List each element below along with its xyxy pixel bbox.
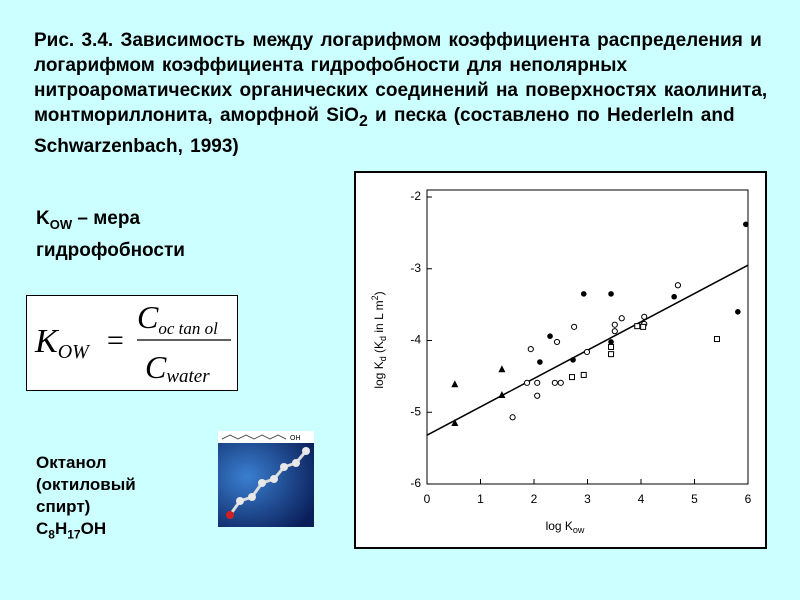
point — [568, 374, 575, 381]
point — [523, 379, 531, 386]
point — [634, 323, 641, 330]
point — [537, 359, 543, 365]
point — [618, 315, 625, 322]
f-part: H — [54, 519, 68, 538]
point — [451, 419, 459, 427]
point — [553, 338, 561, 346]
num: C — [137, 299, 159, 335]
f-sub: 8 — [48, 527, 55, 542]
point — [570, 357, 576, 363]
f-sub: 17 — [67, 527, 81, 542]
point — [611, 321, 618, 328]
formula-lhs: KOW — [34, 323, 91, 363]
y-label-sub: d — [378, 336, 388, 341]
kow-sub: OW — [49, 216, 73, 232]
f-part: OH — [80, 519, 107, 538]
formula-den: Cwater — [145, 349, 210, 387]
x-label-main: log K — [546, 519, 573, 533]
y-label-text: (K — [372, 341, 386, 356]
point — [571, 323, 578, 330]
x-label-sub: ow — [573, 525, 585, 535]
point — [671, 293, 677, 300]
formula-eq: = — [105, 324, 125, 357]
x-tick-label: 5 — [691, 492, 698, 506]
point — [527, 346, 534, 353]
point — [534, 392, 541, 399]
point — [674, 282, 682, 289]
point — [608, 339, 614, 345]
point — [608, 291, 614, 297]
x-tick-label: 4 — [638, 492, 645, 506]
point — [641, 313, 648, 320]
point — [611, 328, 618, 335]
y-label-main: log K — [372, 361, 386, 388]
y-tick-label: -3 — [410, 261, 421, 275]
lhs: K — [34, 323, 60, 360]
kow-note: KOW – мера гидрофобности — [36, 206, 236, 264]
x-tick-label: 6 — [745, 492, 752, 506]
formula-box: KOW = Coc tan ol Cwater — [26, 295, 238, 391]
point — [534, 379, 541, 386]
octanol-image: OH — [218, 431, 314, 527]
y-tick-label: -5 — [410, 404, 421, 418]
x-tick-label: 0 — [424, 492, 431, 506]
num-sub: oc tan ol — [158, 319, 218, 338]
point — [580, 371, 587, 378]
octanol-note: Октанол (октиловый спирт) C8H17OH — [36, 452, 176, 545]
point — [640, 323, 647, 330]
point — [498, 365, 506, 373]
skeletal-formula — [221, 434, 287, 440]
kow-k: K — [36, 208, 50, 229]
point — [551, 379, 558, 386]
octanol-name: Октанол (октиловый спирт) — [36, 453, 136, 516]
y-label-text: in L m — [372, 300, 386, 336]
formula-num: Coc tan ol — [137, 299, 218, 338]
point — [580, 291, 587, 297]
point — [547, 333, 553, 339]
f-part: C — [36, 519, 49, 538]
x-tick-label: 2 — [531, 492, 538, 506]
x-tick-label: 1 — [477, 492, 484, 506]
formula: KOW = Coc tan ol Cwater — [34, 299, 231, 387]
molecule-atoms — [236, 447, 310, 505]
point — [557, 379, 564, 386]
point — [641, 320, 648, 328]
y-tick-label: -4 — [410, 333, 421, 347]
y-label-sup: 2 — [370, 295, 380, 300]
y-label-text: ) — [372, 291, 386, 295]
point — [509, 414, 516, 421]
plot-frame — [426, 189, 749, 485]
y-tick-label: -2 — [410, 189, 421, 203]
den: C — [145, 349, 167, 385]
title-sub: 2 — [358, 112, 368, 130]
y-tick-label: -6 — [410, 476, 421, 490]
lhs-sub: OW — [58, 341, 91, 363]
x-axis-label: log Kow — [546, 519, 585, 535]
slide-title: Рис. 3.4. Зависимость между логарифмом к… — [34, 28, 779, 159]
y-axis-label: log Kd (Kd in L m2) — [370, 291, 388, 388]
chart-panel — [354, 171, 767, 549]
x-tick-label: 3 — [584, 492, 591, 506]
octanol-formula: C8H17OH — [36, 518, 176, 545]
point — [735, 309, 741, 315]
point — [608, 351, 615, 358]
point — [498, 391, 506, 399]
point — [713, 336, 720, 343]
y-label-sub: d — [378, 356, 388, 361]
oxygen-atom — [226, 511, 234, 519]
point — [608, 343, 615, 350]
den-sub: water — [166, 366, 210, 387]
title-text: Рис. 3.4. Зависимость между логарифмом к… — [34, 30, 768, 126]
image-bg — [218, 443, 314, 527]
image-label: OH — [290, 435, 301, 442]
fit-line — [426, 264, 749, 436]
point — [451, 380, 459, 388]
point — [583, 348, 591, 356]
title-text: и песка (составлено по Hederleln and Sch… — [34, 105, 735, 157]
point — [743, 221, 749, 228]
kow-text: – мера гидрофобности — [36, 208, 185, 261]
